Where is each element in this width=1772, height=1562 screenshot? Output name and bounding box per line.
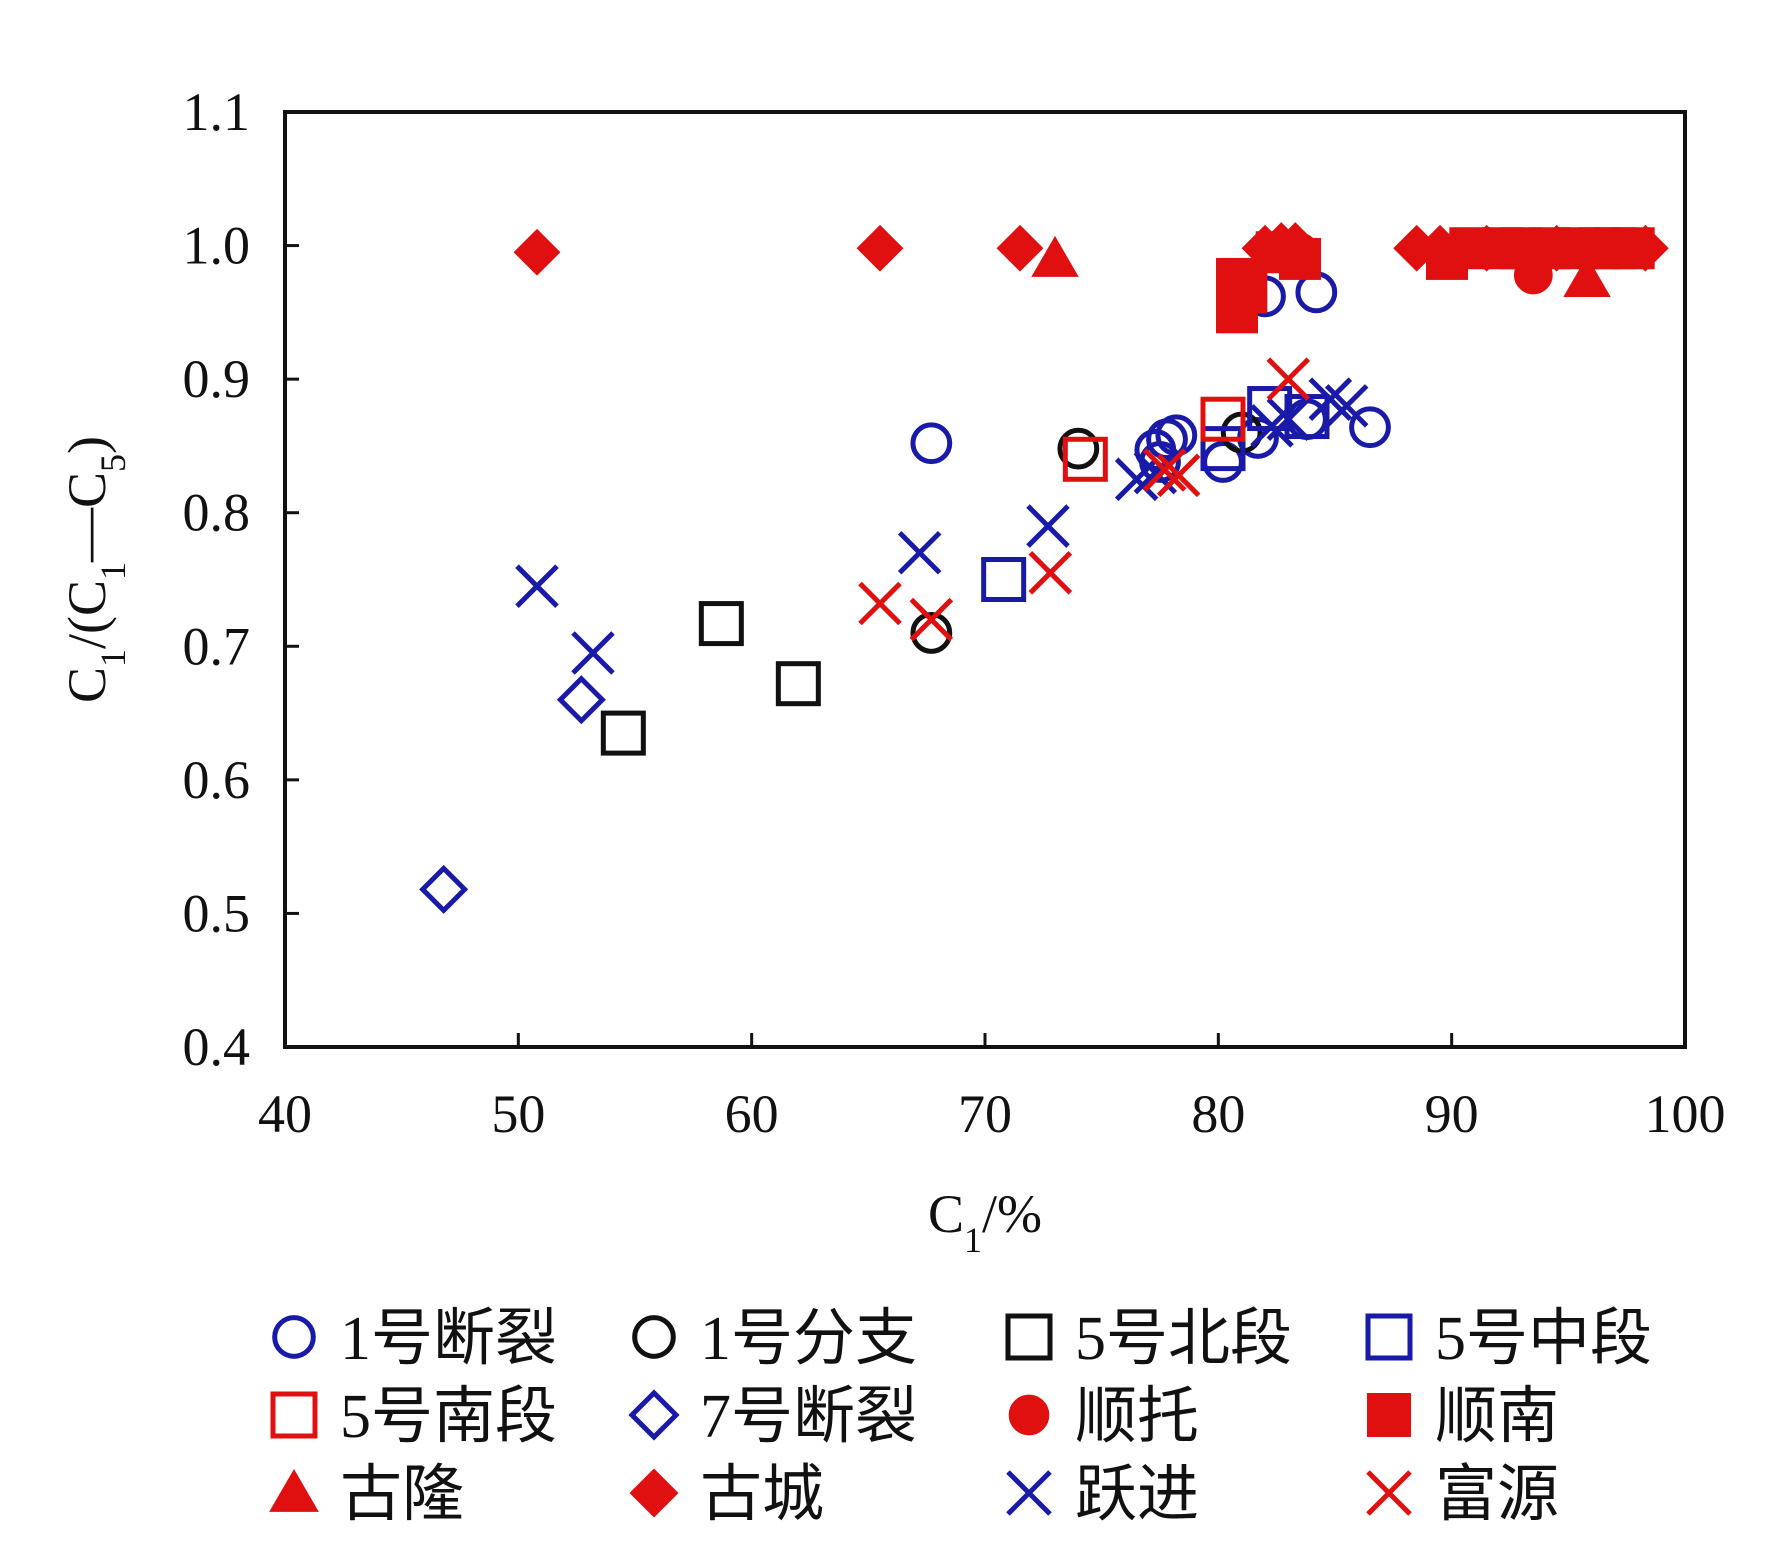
data-point <box>858 581 902 626</box>
y-tick-label: 1.0 <box>183 216 251 276</box>
data-point <box>1324 384 1369 428</box>
data-point <box>571 631 615 675</box>
legend-label: 古隆 <box>340 1461 464 1529</box>
legend-label: 1号分支 <box>700 1305 917 1373</box>
data-point <box>996 224 1044 272</box>
legend-label: 富源 <box>1435 1461 1559 1529</box>
x-tick-label: 100 <box>1645 1084 1726 1144</box>
series-0 <box>910 271 1391 483</box>
series-8 <box>1031 235 1611 297</box>
legend-marker <box>1006 1470 1052 1516</box>
series-11 <box>858 357 1311 642</box>
y-tick-label: 0.6 <box>183 750 251 810</box>
data-point <box>1028 551 1073 595</box>
legend-marker <box>269 1468 319 1512</box>
legend-marker <box>1367 1393 1411 1437</box>
data-point <box>910 612 953 654</box>
data-point <box>1200 396 1246 442</box>
data-point <box>1142 448 1187 492</box>
legend-label: 5号北段 <box>1075 1305 1292 1373</box>
data-point <box>1463 224 1511 272</box>
data-point <box>1031 235 1079 277</box>
legend-marker <box>1005 1313 1053 1361</box>
legend-marker <box>1008 1394 1050 1436</box>
data-point <box>1266 397 1311 441</box>
data-point <box>419 864 469 914</box>
legend-label: 古城 <box>700 1461 824 1529</box>
y-axis-label: C1/(C1—C5) <box>57 436 133 703</box>
x-tick-label: 90 <box>1425 1084 1479 1144</box>
y-tick-label: 0.7 <box>183 616 251 676</box>
legend-label: 5号南段 <box>340 1383 557 1451</box>
series-2 <box>600 601 821 756</box>
data-point <box>600 710 646 756</box>
data-point <box>1621 224 1669 272</box>
legend-label: 跃进 <box>1075 1461 1199 1529</box>
data-point <box>897 531 942 575</box>
x-tick-label: 70 <box>958 1084 1012 1144</box>
axes: 40 50 60 70 80 90 100 0.4 0.5 0.6 0.7 0.8 0.9 1.0 1.1 C… <box>57 82 1726 1260</box>
data-point <box>513 228 561 276</box>
data-point <box>1062 436 1108 482</box>
data-point <box>1057 427 1100 470</box>
x-tick-label: 40 <box>258 1084 312 1144</box>
series-9 <box>513 222 1669 276</box>
legend-label: 顺托 <box>1075 1383 1199 1451</box>
legend-marker <box>1366 1470 1412 1516</box>
data-point <box>515 564 559 608</box>
data-point <box>981 557 1027 602</box>
legend-marker <box>629 1468 679 1518</box>
legend-label: 顺南 <box>1435 1383 1559 1451</box>
y-tick-label: 0.4 <box>183 1017 251 1077</box>
data-point <box>909 597 954 642</box>
data-point <box>1026 504 1070 548</box>
data-point <box>1200 426 1246 472</box>
data-point <box>1156 453 1201 498</box>
x-axis-label: C1/% <box>928 1184 1042 1260</box>
legend-marker <box>628 1389 680 1441</box>
data-point <box>1533 224 1581 272</box>
legend-marker <box>632 1315 676 1359</box>
series-4 <box>1062 396 1246 482</box>
data-point <box>856 224 904 272</box>
y-tick-label: 0.9 <box>183 349 251 409</box>
y-tick-label: 1.1 <box>183 82 251 142</box>
data-point <box>1225 271 1268 314</box>
legend-marker <box>272 1315 316 1359</box>
legend-label: 5号中段 <box>1435 1305 1652 1373</box>
x-tick-label: 80 <box>1191 1084 1245 1144</box>
data-point <box>698 601 744 647</box>
series-5 <box>419 675 606 914</box>
data-point <box>1271 222 1319 269</box>
data-points <box>419 222 1669 914</box>
data-point <box>556 675 606 725</box>
x-tick-label: 60 <box>725 1084 779 1144</box>
x-tick-label: 50 <box>491 1084 545 1144</box>
legend-label: 7号断裂 <box>700 1383 917 1451</box>
data-point <box>1416 224 1464 272</box>
data-point <box>910 422 953 465</box>
data-point <box>1308 377 1353 421</box>
legend-marker <box>1365 1313 1413 1361</box>
data-point <box>1349 406 1391 449</box>
data-point <box>1563 255 1611 297</box>
data-point <box>775 661 821 707</box>
data-point <box>1250 404 1294 448</box>
series-10 <box>515 377 1369 675</box>
legend-marker <box>270 1391 318 1439</box>
legend-label: 1号断裂 <box>340 1305 557 1373</box>
y-tick-label: 0.5 <box>183 883 251 943</box>
y-tick-label: 0.8 <box>183 483 251 543</box>
data-point <box>1266 357 1311 401</box>
